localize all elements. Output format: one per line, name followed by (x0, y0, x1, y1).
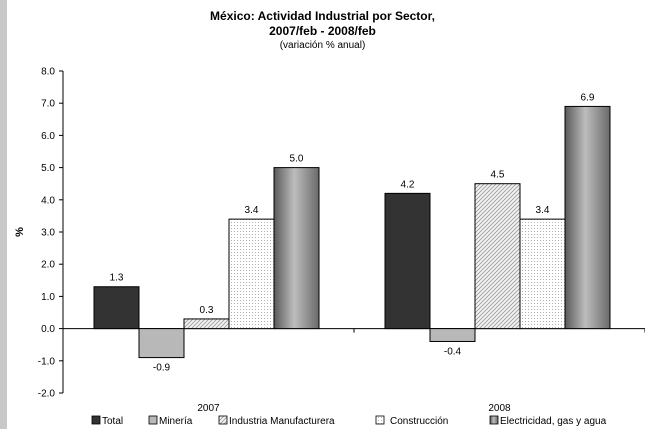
y-tick-label: 5.0 (41, 163, 55, 174)
bar-value-label: 5.0 (290, 154, 304, 165)
y-tick-label: -1.0 (38, 356, 56, 367)
y-tick-label: 3.0 (41, 228, 55, 239)
chart-title-line-2: 2007/feb - 2008/feb (269, 24, 376, 38)
legend-swatch (218, 415, 228, 425)
chart-title-line-1: México: Actividad Industrial por Sector, (210, 9, 435, 23)
y-axis-label: % (14, 227, 26, 237)
y-tick-label: 6.0 (41, 131, 55, 142)
legend-swatch (91, 415, 101, 425)
legend-entry: Industria Manufacturera (229, 416, 335, 427)
y-tick-label: 4.0 (41, 195, 55, 206)
bar-value-label: -0.4 (444, 346, 462, 357)
legend-entry: Construcción (390, 416, 448, 427)
bar (519, 218, 566, 330)
bar-value-label: 0.3 (200, 305, 214, 316)
bar-value-label: 3.4 (536, 205, 550, 216)
legend-entry: Electricidad, gas y agua (500, 416, 607, 427)
bar (474, 183, 521, 330)
y-tick-label: -2.0 (38, 389, 56, 400)
legend-entry: Minería (159, 416, 193, 427)
bar (93, 286, 140, 330)
legend-swatch (489, 415, 499, 425)
bar (273, 167, 320, 330)
bar (564, 105, 611, 330)
y-tick-label: 8.0 (41, 67, 55, 78)
bar-value-label: 1.3 (110, 273, 124, 284)
bar-value-label: 4.2 (401, 179, 415, 190)
bar (183, 318, 230, 330)
legend-swatch (148, 415, 158, 425)
chart-subtitle: (variación % anual) (279, 40, 366, 51)
y-tick-label: 0.0 (41, 324, 55, 335)
left-edge-strip (0, 0, 7, 429)
y-tick-label: 1.0 (41, 292, 55, 303)
bar (429, 328, 476, 342)
bar (384, 192, 431, 330)
bar-value-label: -0.9 (153, 363, 171, 374)
bar-value-label: 3.4 (245, 205, 259, 216)
y-tick-label: 7.0 (41, 99, 55, 110)
legend-swatch (375, 415, 385, 425)
x-category-label: 2008 (488, 403, 511, 414)
x-category-label: 2007 (197, 403, 220, 414)
legend-entry: Total (102, 416, 123, 427)
bar (228, 218, 275, 330)
y-tick-label: 2.0 (41, 260, 55, 271)
bar-value-label: 6.9 (581, 92, 595, 103)
bar-value-label: 4.5 (491, 170, 505, 181)
bar (138, 328, 185, 359)
